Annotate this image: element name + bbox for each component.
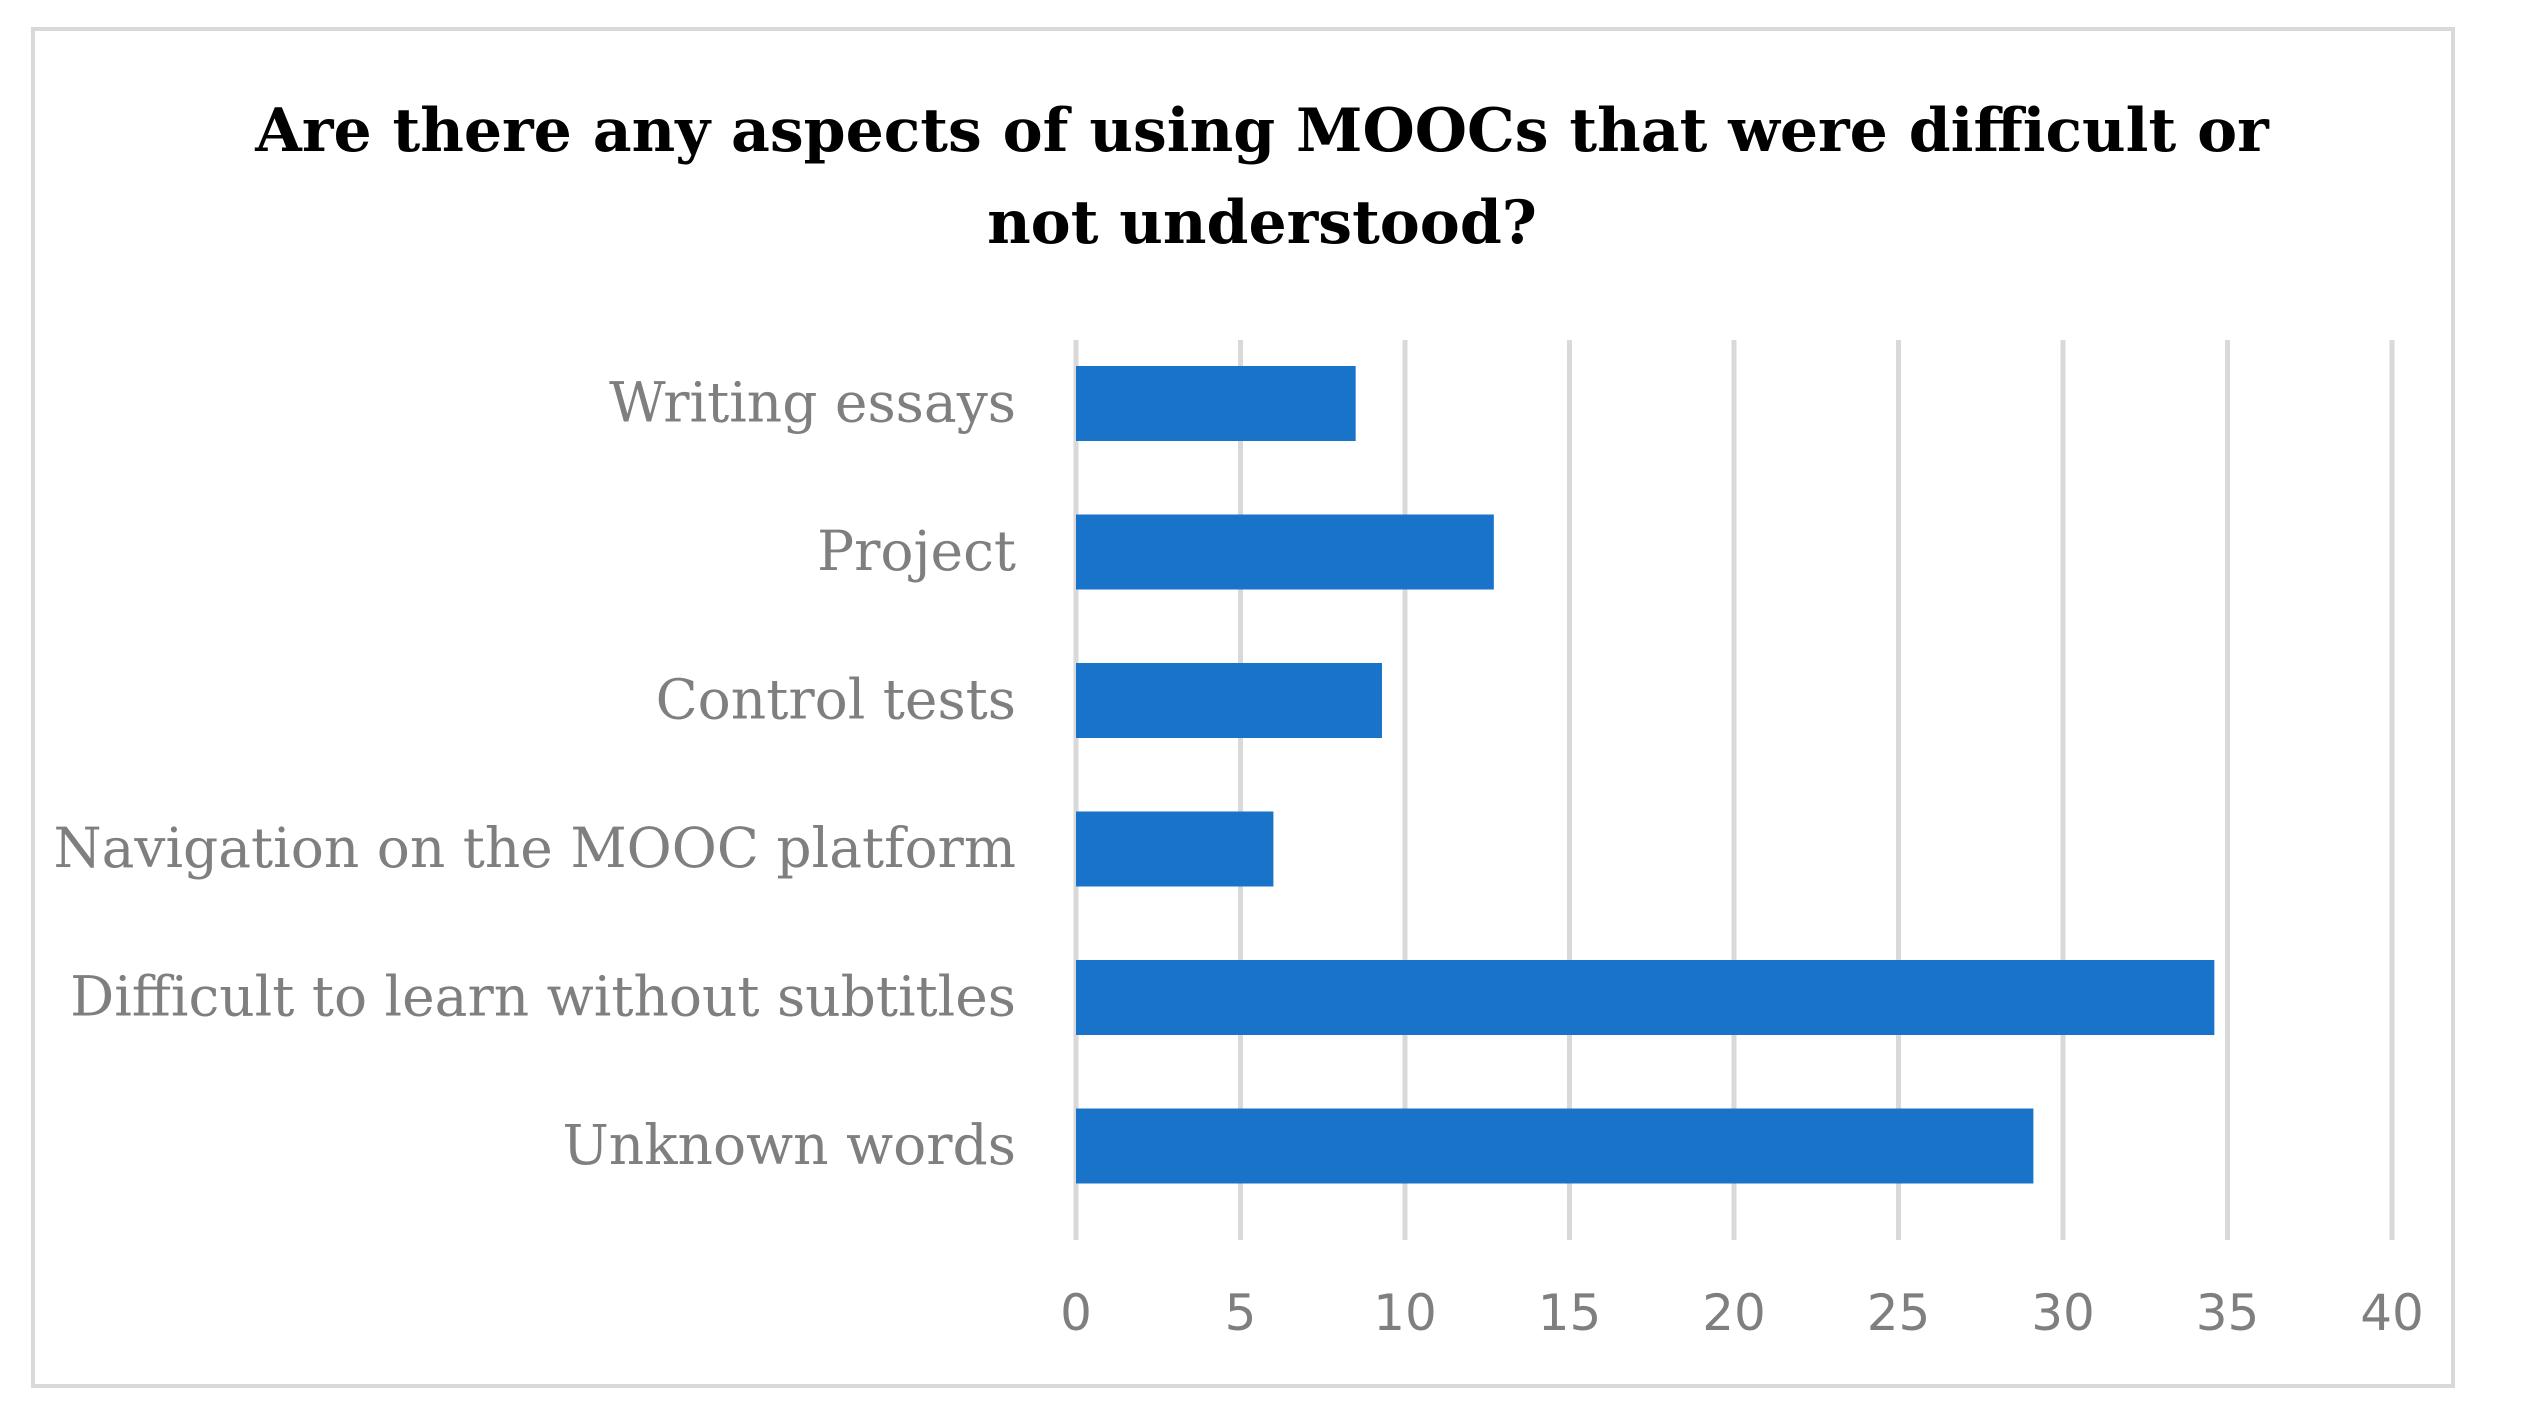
bar (1076, 514, 1494, 590)
bar (1076, 1108, 2034, 1184)
gridlines (1073, 340, 2395, 1240)
x-axis-tick-labels: 0 5 10 15 20 25 30 35 40 (1060, 1284, 2424, 1342)
chart-title-line-2: not understood? (987, 188, 1537, 258)
x-tick-label: 40 (2360, 1284, 2424, 1342)
category-label: Control tests (656, 668, 1016, 732)
x-tick-label: 10 (1373, 1284, 1437, 1342)
category-label: Unknown words (562, 1113, 1016, 1177)
chart-title-line-1: Are there any aspects of using MOOCs tha… (255, 96, 2269, 166)
x-tick-label: 35 (2196, 1284, 2260, 1342)
category-label: Navigation on the MOOC platform (53, 816, 1016, 880)
category-label: Project (817, 519, 1016, 583)
bar (1076, 366, 1356, 441)
chart-title: Are there any aspects of using MOOCs tha… (0, 85, 2524, 269)
category-label: Difficult to learn without subtitles (70, 965, 1016, 1029)
x-tick-label: 0 (1060, 1284, 1092, 1342)
x-tick-label: 15 (1538, 1284, 1602, 1342)
bar (1076, 811, 1274, 887)
x-tick-label: 5 (1225, 1284, 1257, 1342)
category-labels: Writing essays Project Control tests Naviga… (53, 371, 1016, 1178)
bars (1076, 366, 2215, 1184)
x-tick-label: 25 (1867, 1284, 1931, 1342)
x-tick-label: 30 (2031, 1284, 2095, 1342)
bar (1076, 960, 2215, 1035)
bar (1076, 663, 1382, 738)
x-tick-label: 20 (1702, 1284, 1766, 1342)
category-label: Writing essays (609, 371, 1016, 435)
